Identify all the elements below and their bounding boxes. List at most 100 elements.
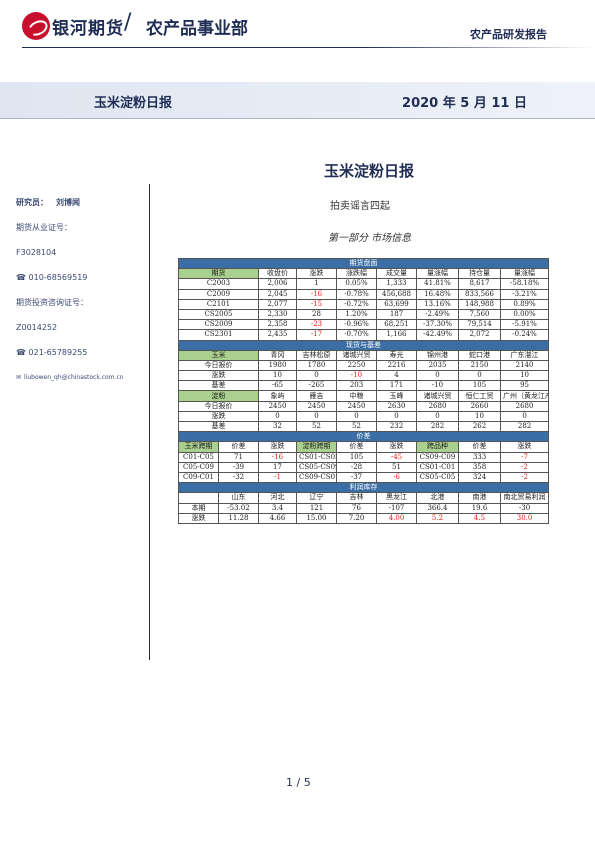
table-cell: 30.0 [499,512,550,524]
section-title: 现货与基差 [177,339,550,351]
table-cell: 7.20 [336,512,377,524]
email-address[interactable]: liubowen_qh@chinastock.com.cn [24,374,124,381]
table-cell: -42.49% [416,329,459,341]
spread-row: C09-C01 -32 -1 CS09-CS01 -37 -6 CS05-C05 324 -2 [178,471,550,484]
table-cell: 63,699 [376,298,417,310]
table-cell: 28 [296,308,337,321]
license-number: F3028104 [16,248,57,257]
table-cell: 171 [376,380,417,392]
header-cell: 河北 [258,492,297,504]
phone-2: ☎ 021-65789255 [16,348,88,357]
table-cell: 2,435 [258,329,297,341]
profit-row: 本期 -53.02 3.4 121 76 -107 366.4 19.6 -30 [178,502,550,514]
table-cell: 1 [296,278,337,290]
table-cell: C01-C05 [178,451,219,463]
table-cell: 涨跌 [178,512,219,524]
brand-name: 银河期货 [52,19,124,39]
table-cell: 105 [458,380,501,392]
table-cell: -53.02 [218,502,259,514]
table-cell: 51 [376,461,417,473]
table-cell: 2035 [416,359,459,372]
table-cell: 0 [258,410,297,423]
table-cell: 2216 [376,359,417,372]
futures-row: CS2301 2,435 -17 -0.70% 1,166 -42.49% 2,072 -0.… [178,329,550,341]
header-cell: 黑龙江 [376,492,417,504]
futures-row: CS2009 2,358 -23 -0.96% 68,251 -37.30% 79,514-… [178,319,550,331]
table-cell: C05-C09 [178,461,219,473]
table-cell: 2140 [499,359,550,372]
email-line[interactable]: ✉ liubowen_qh@chinastock.com.cn [16,365,141,390]
title-band [0,82,595,118]
table-cell: 2660 [458,400,501,412]
header-cell: 吉林 [336,492,377,504]
table-cell: C2101 [178,298,259,310]
table-cell: 2,072 [458,329,501,341]
table-cell: -45 [376,451,417,463]
spot-header-row: 玉米 青冈 吉林松原 诸城兴贸 寿光 锦州港 蛇口港 广东湛江 [178,349,550,361]
section-title-row: 利润库存 [177,482,550,494]
table-cell: 105 [336,451,377,463]
table-cell: 0.89% [499,298,550,310]
table-cell: CS2005 [178,308,259,321]
table-cell: CS09-C09 [416,451,459,463]
table-cell: 0 [336,410,377,423]
header-cell: 玉米 [178,349,259,361]
header-divider [22,47,362,48]
table-cell: 833,566 [458,288,501,300]
header-cell: 吉林松原 [296,349,337,361]
table-cell: -2 [499,471,550,484]
header-cell: 锦州港 [416,349,459,361]
email-icon: ✉ [16,374,22,381]
table-cell: -58.18% [499,278,550,290]
table-cell: 282 [499,420,550,433]
table-cell: 262 [458,420,501,433]
table-cell: CS05-CS09 [296,461,337,473]
table-cell: 76 [336,502,377,514]
table-cell: -17 [296,329,337,341]
header-cell: 北港 [416,492,459,504]
table-cell: 333 [458,451,501,463]
table-cell: 7,560 [458,308,501,321]
header-cell: 跨品种 [416,441,459,453]
author-sidebar: 研究员： 刘博闻 期货从业证号： F3028104 ☎ 010-68569519… [16,190,141,390]
table-cell: 95 [499,380,550,392]
table-cell: CS01-CS05 [296,451,337,463]
table-cell: 2630 [376,400,417,412]
table-cell: 4.66 [258,512,297,524]
table-cell: -10 [416,380,459,392]
table-cell: -5.91% [499,319,550,331]
section-title: 利润库存 [177,482,550,494]
table-cell: 71 [218,451,259,463]
table-cell: 1980 [258,359,297,372]
table-cell: 17 [258,461,297,473]
researcher-line: 研究员： 刘博闻 [16,190,141,215]
table-cell: 涨跌 [178,410,259,423]
table-cell: -0.70% [336,329,377,341]
spot-basis-row: 基差 -65 -265 203 171 -10 105 95 [178,380,550,392]
report-type: 农产品研发报告 [470,28,547,41]
header-cell: 寿光 [376,349,417,361]
header-cell: 收盘价 [258,268,297,280]
table-cell: -0.24% [499,329,550,341]
table-cell: 0.00% [499,308,550,321]
header-cell: 南港 [458,492,501,504]
header-cell: 淀粉 [178,390,259,402]
table-cell: 4 [376,370,417,382]
header-cell: 中粮 [336,390,377,402]
table-cell: 79,514 [458,319,501,331]
market-info-table: 期货盘面 期货 收盘价 涨跌 涨跌幅 成交量 量涨幅 持仓量 量涨幅 C2003 2,006 1 0.0… [177,257,550,524]
table-cell: -0.96% [336,319,377,331]
table-cell: 2,045 [258,288,297,300]
department-name: 农产品事业部 [146,19,248,39]
header-row: 期货 收盘价 涨跌 涨跌幅 成交量 量涨幅 持仓量 量涨幅 [178,268,550,280]
table-cell: C09-C01 [178,471,219,484]
table-cell: -2 [499,461,550,473]
header-cell: 玉米跨期 [178,441,219,453]
futures-row: C2101 2,077 -15 -0.72% 63,699 13.16% 148,988 0.… [178,298,550,310]
table-cell: -16 [258,451,297,463]
table-cell: 121 [296,502,337,514]
header-cell: 蛇口港 [458,349,501,361]
section-title-row: 期货盘面 [177,257,550,270]
brand-separator: / [124,10,132,35]
table-cell: 今日报价 [178,400,259,412]
